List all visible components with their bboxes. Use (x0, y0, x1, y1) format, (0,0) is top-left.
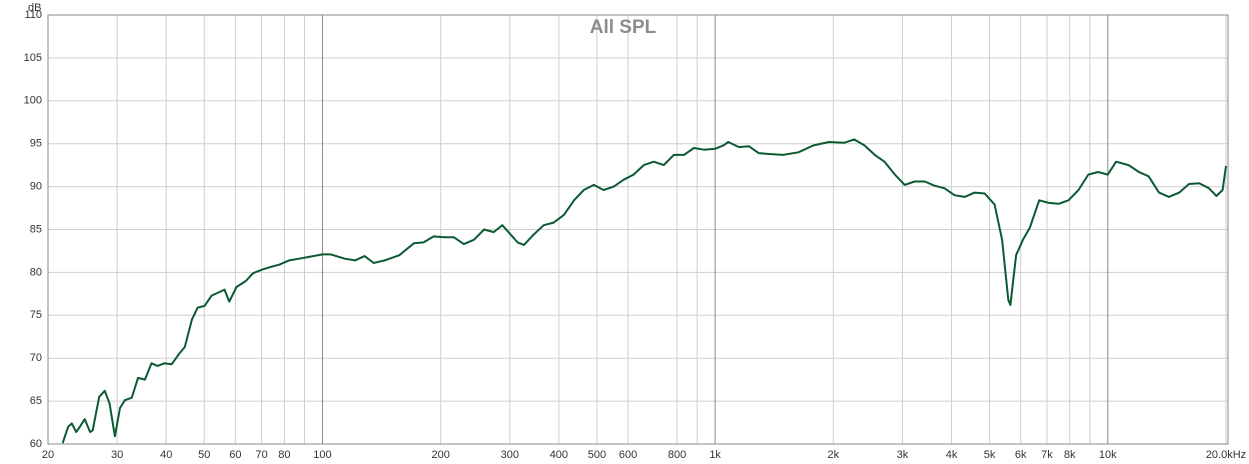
x-tick-label: 80 (278, 449, 290, 461)
y-tick-label: 60 (30, 438, 42, 450)
x-tick-label: 5k (984, 449, 996, 461)
x-tick-label: 8k (1064, 449, 1076, 461)
x-tick-label: 40 (160, 449, 172, 461)
y-tick-label: 105 (24, 52, 42, 64)
x-tick-label: 3k (897, 449, 909, 461)
x-tick-label: 2k (828, 449, 840, 461)
plot-frame (47, 14, 1229, 445)
y-tick-label: 90 (30, 181, 42, 193)
x-tick-label: 100 (313, 449, 331, 461)
x-tick-label: 10k (1099, 449, 1117, 461)
y-tick-label: 85 (30, 223, 42, 235)
x-tick-label: 50 (198, 449, 210, 461)
y-tick-label: 65 (30, 395, 42, 407)
x-tick-label: 6k (1015, 449, 1027, 461)
y-tick-label: 110 (24, 9, 42, 21)
x-tick-label: 1k (709, 449, 721, 461)
x-tick-label: 600 (619, 449, 637, 461)
x-tick-label: 20 (42, 449, 54, 461)
y-tick-label: 95 (30, 138, 42, 150)
x-tick-label: 70 (256, 449, 268, 461)
y-tick-label: 80 (30, 266, 42, 278)
y-tick-label: 70 (30, 352, 42, 364)
x-tick-label: 200 (431, 449, 449, 461)
x-tick-label: 800 (668, 449, 686, 461)
y-tick-label: 100 (24, 95, 42, 107)
response-line (61, 138, 1227, 444)
x-tick-label: 300 (501, 449, 519, 461)
x-tick-label: 500 (588, 449, 606, 461)
x-tick-label: 400 (550, 449, 568, 461)
x-tick-label: 60 (229, 449, 241, 461)
grid (47, 14, 1228, 445)
x-tick-label: 7k (1041, 449, 1053, 461)
chart-title: All SPL (590, 17, 657, 38)
y-axis-label: dB (28, 2, 41, 14)
x-tick-label: 20.0kHz (1206, 449, 1246, 461)
y-tick-label: 75 (30, 309, 42, 321)
x-tick-label: 30 (111, 449, 123, 461)
x-tick-label: 4k (946, 449, 958, 461)
